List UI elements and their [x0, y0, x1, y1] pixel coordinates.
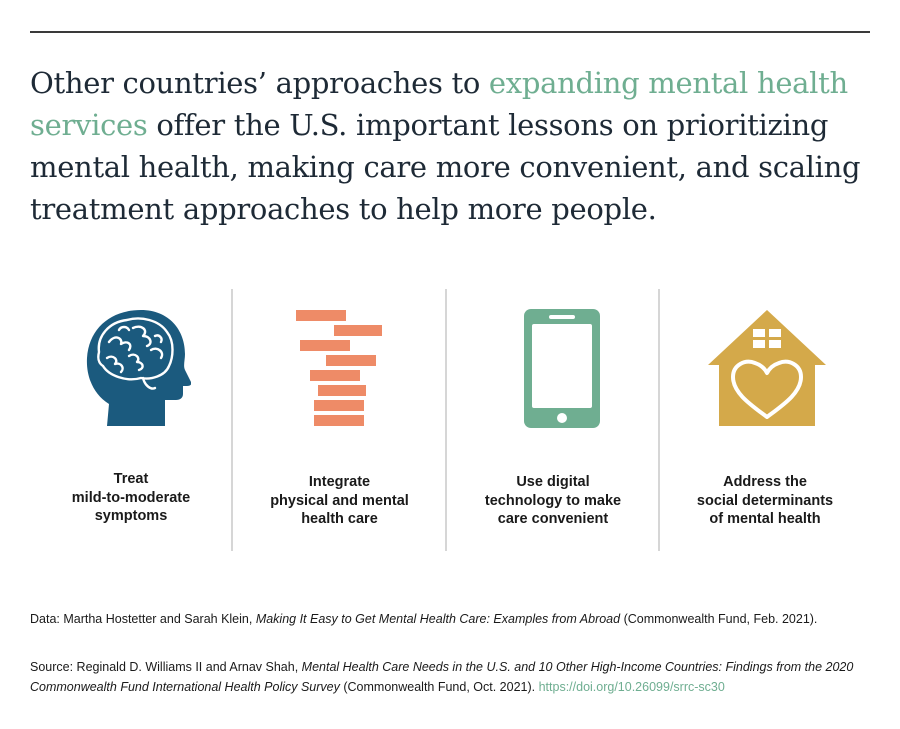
data-note-publisher: (Commonwealth Fund, Feb. 2021).: [620, 612, 818, 626]
label-line: social determinants: [696, 492, 834, 509]
label-line: of mental health: [709, 511, 821, 527]
data-note-title: Making It Easy to Get Mental Health Care…: [255, 612, 621, 626]
column-divider: [445, 289, 447, 551]
column-divider: [231, 289, 233, 551]
label-line: physical and mental: [270, 492, 409, 509]
house-heart-icon: [708, 310, 826, 426]
source-note-authors: Source: Reginald D. Williams II and Arna…: [30, 660, 302, 674]
approach-columns: Treat mild-to-moderate symptoms Integrat…: [30, 289, 870, 551]
label-line: Address the: [723, 474, 807, 490]
label-line: care convenient: [497, 511, 609, 527]
approach-label: Treat mild-to-moderate symptoms: [30, 470, 232, 526]
headline-highlight: expanding mental health services: [30, 66, 848, 142]
top-rule: [30, 31, 870, 33]
headline-rest: offer the U.S. important lessons on prio…: [30, 108, 861, 226]
approach-digital-technology: Use digital technology to make care conv…: [447, 289, 659, 551]
headline-lead: Other countries’ approaches to: [30, 66, 489, 100]
data-note: Data: Martha Hostetter and Sarah Klein, …: [30, 610, 870, 630]
label-line: Treat: [113, 471, 149, 487]
source-doi-link[interactable]: https://doi.org/10.26099/srrc-sc30: [538, 679, 725, 694]
label-line: technology to make: [484, 492, 622, 509]
source-note: Source: Reginald D. Williams II and Arna…: [30, 658, 870, 697]
label-line: mild-to-moderate: [71, 489, 191, 506]
headline: Other countries’ approaches to expanding…: [30, 62, 880, 230]
approach-label: Address the social determinants of menta…: [660, 473, 870, 529]
smartphone-icon: [524, 309, 600, 428]
source-note-title: Mental Health Care Needs in the U.S. and…: [30, 660, 854, 694]
approach-social-determinants: Address the social determinants of menta…: [660, 289, 870, 551]
stacked-bricks-icon: [296, 310, 382, 426]
label-line: Integrate: [308, 474, 371, 490]
label-line: Use digital: [516, 474, 590, 490]
source-note-publisher: (Commonwealth Fund, Oct. 2021).: [339, 679, 539, 694]
brain-head-icon: [86, 310, 191, 426]
data-note-authors: Data: Martha Hostetter and Sarah Klein,: [30, 612, 256, 626]
approach-integrate-care: Integrate physical and mental health car…: [233, 289, 446, 551]
label-line: symptoms: [94, 508, 168, 524]
label-line: health care: [301, 511, 378, 527]
column-divider: [658, 289, 660, 551]
approach-treat-symptoms: Treat mild-to-moderate symptoms: [30, 289, 232, 551]
approach-label: Integrate physical and mental health car…: [233, 473, 446, 529]
approach-label: Use digital technology to make care conv…: [447, 473, 659, 529]
